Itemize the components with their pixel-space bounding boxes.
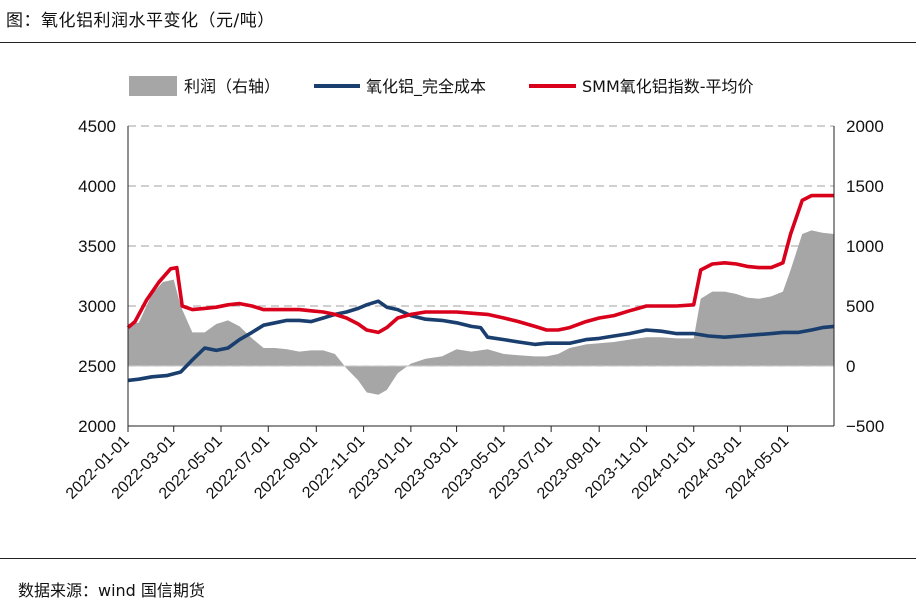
legend-swatch-profit [129, 76, 177, 96]
right-tick-label: 0 [846, 357, 855, 376]
left-y-axis: 2000 2500 3000 3500 4000 4500 [78, 117, 129, 436]
cost-line [127, 299, 835, 383]
left-tick-label: 3500 [78, 237, 116, 256]
x-axis: 2022-01-012022-03-012022-05-012022-07-01… [63, 425, 834, 503]
left-tick-label: 4500 [78, 117, 116, 136]
profit-area [128, 230, 834, 395]
price-line [126, 193, 834, 335]
left-tick-label: 2000 [78, 417, 116, 436]
legend-label-profit: 利润（右轴） [184, 77, 280, 96]
source-rule [0, 558, 916, 559]
legend-label-cost: 氧化铝_完全成本 [366, 77, 486, 97]
right-tick-label: 500 [846, 297, 874, 316]
right-tick-label: 1000 [846, 237, 884, 256]
chart: 2000 2500 3000 3500 4000 4500 −500 0 500 1000 150… [63, 76, 884, 503]
figure-title: 图：氧化铝利润水平变化（元/吨） [6, 11, 275, 31]
left-tick-label: 3000 [78, 297, 116, 316]
left-tick-label: 4000 [78, 177, 116, 196]
legend: 利润（右轴） 氧化铝_完全成本 SMM氧化铝指数-平均价 [129, 76, 754, 97]
left-tick-label: 2500 [78, 357, 116, 376]
profit-area-series [128, 230, 834, 395]
right-tick-label: 2000 [846, 117, 884, 136]
right-tick-label: −500 [846, 417, 884, 436]
right-y-axis: −500 0 500 1000 1500 2000 [833, 117, 884, 436]
source-note: 数据来源：wind 国信期货 [18, 581, 205, 600]
right-tick-label: 1500 [846, 177, 884, 196]
title-rule [0, 42, 916, 43]
legend-label-price: SMM氧化铝指数-平均价 [582, 77, 754, 96]
series-lines [126, 193, 835, 383]
